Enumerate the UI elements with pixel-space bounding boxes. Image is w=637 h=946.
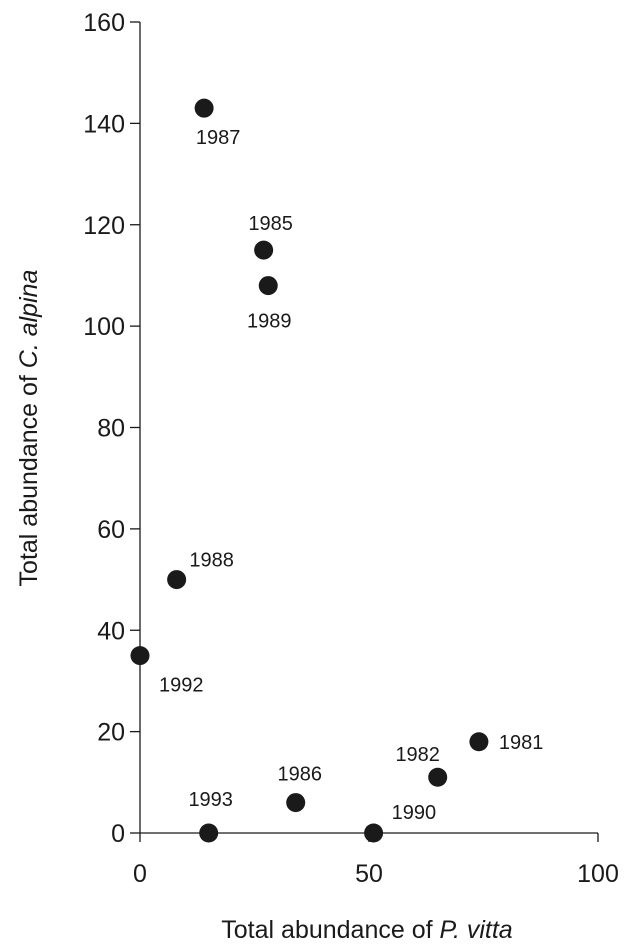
x-tick-label: 0 bbox=[133, 860, 147, 888]
data-point-1990 bbox=[364, 823, 384, 843]
point-label-1987: 1987 bbox=[196, 127, 241, 149]
data-point-1981 bbox=[469, 732, 489, 752]
y-tick-label: 80 bbox=[97, 415, 125, 443]
y-tick-label: 160 bbox=[83, 9, 125, 37]
point-label-1985: 1985 bbox=[248, 213, 293, 235]
y-tick-label: 140 bbox=[83, 110, 125, 138]
point-label-1993: 1993 bbox=[188, 789, 233, 811]
point-label-1992: 1992 bbox=[159, 675, 204, 697]
y-tick-label: 60 bbox=[97, 516, 125, 544]
y-tick-label: 40 bbox=[97, 617, 125, 645]
x-tick-label: 50 bbox=[355, 860, 383, 888]
data-point-1992 bbox=[130, 646, 150, 666]
point-label-1989: 1989 bbox=[247, 311, 292, 333]
point-label-1990: 1990 bbox=[392, 802, 437, 824]
y-tick-label: 20 bbox=[97, 719, 125, 747]
y-axis-title-prefix: Total abundance of bbox=[15, 368, 43, 586]
y-tick-label: 100 bbox=[83, 313, 125, 341]
point-label-1981: 1981 bbox=[499, 732, 544, 754]
point-label-1982: 1982 bbox=[395, 744, 440, 766]
data-point-1982 bbox=[428, 767, 448, 787]
point-label-1986: 1986 bbox=[277, 764, 322, 786]
data-point-1985 bbox=[254, 240, 274, 260]
x-axis-title-prefix: Total abundance of bbox=[221, 916, 439, 944]
x-axis-title-species: P. vitta bbox=[440, 916, 513, 944]
data-point-1993 bbox=[199, 823, 219, 843]
y-axis-title-species: C. alpina bbox=[15, 269, 43, 368]
y-axis-title: Total abundance of C. alpina bbox=[15, 269, 43, 586]
data-point-1987 bbox=[194, 98, 214, 118]
data-point-1986 bbox=[286, 793, 306, 813]
ticks: 0 20 40 60 80 100 120 140 160 0 50 100 bbox=[83, 9, 619, 888]
point-label-1988: 1988 bbox=[189, 550, 234, 572]
y-tick-label: 0 bbox=[111, 820, 125, 848]
data-point-1989 bbox=[258, 276, 278, 296]
y-tick-label: 120 bbox=[83, 212, 125, 240]
x-axis-title: Total abundance of P. vitta bbox=[221, 916, 513, 944]
x-tick-label: 100 bbox=[577, 860, 619, 888]
data-point-1988 bbox=[167, 570, 187, 590]
data-points: 1981 1982 1985 1986 1987 1988 1989 1990 1992 1993 bbox=[130, 98, 544, 843]
